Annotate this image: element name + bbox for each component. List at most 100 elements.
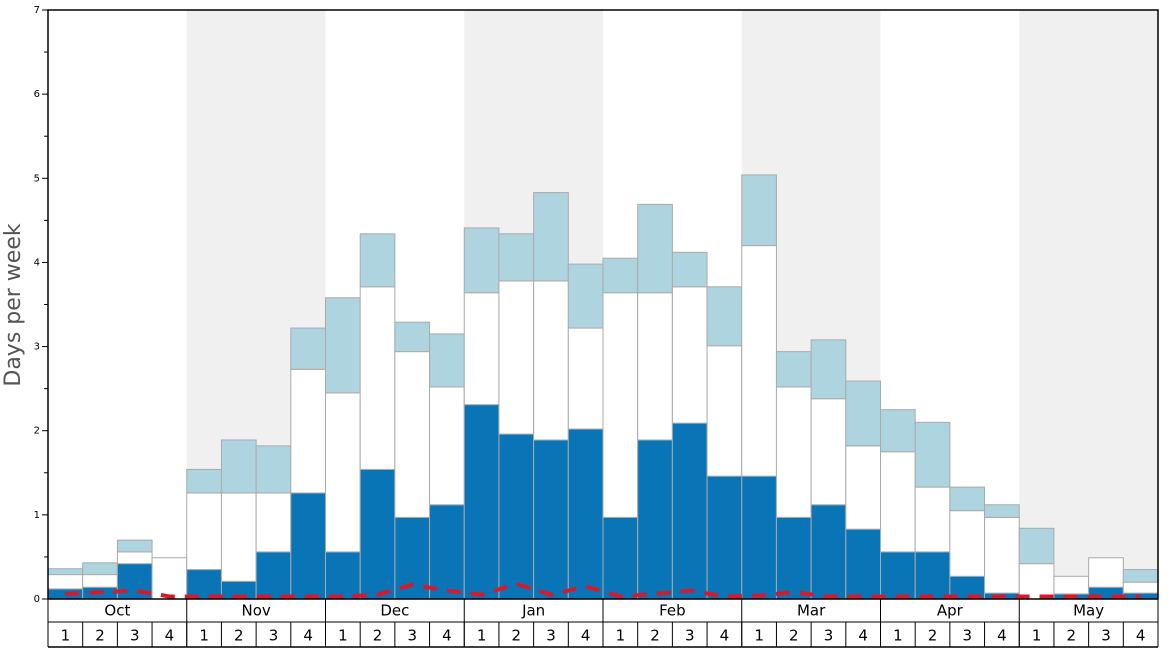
bar-segment — [1018, 563, 1055, 600]
bar-segment — [984, 504, 1020, 518]
bar-segment — [775, 351, 812, 388]
bar-segment — [463, 404, 500, 600]
x-tick-label: 4 — [303, 627, 313, 645]
bar-segment — [706, 475, 743, 600]
bar-segment — [116, 551, 153, 565]
y-tick-label: 2 — [34, 426, 40, 437]
bar-segment — [637, 203, 673, 294]
y-tick-label: 5 — [34, 173, 40, 184]
bar-segment — [810, 504, 847, 600]
y-tick-label: 6 — [34, 89, 40, 100]
bar-segment — [914, 486, 951, 553]
bar-segment — [533, 280, 569, 441]
x-tick-label: 1 — [61, 627, 71, 645]
x-tick-label: 3 — [269, 627, 279, 645]
bar-segment — [602, 516, 639, 600]
x-tick-label: 2 — [789, 627, 799, 645]
month-label: Oct — [104, 602, 130, 620]
x-tick-label: 3 — [824, 627, 834, 645]
x-tick-label: 1 — [199, 627, 209, 645]
x-tick-label: 3 — [130, 627, 140, 645]
bar-segment — [47, 574, 84, 590]
x-tick-label: 1 — [754, 627, 764, 645]
bar-segment — [671, 422, 708, 600]
bar-segment — [602, 292, 639, 518]
bar-segment — [810, 339, 847, 400]
bar-segment — [880, 551, 916, 600]
bar-segment — [359, 233, 396, 288]
bar-segment — [671, 286, 708, 424]
bar-segment — [984, 516, 1020, 594]
month-label: Feb — [659, 602, 686, 620]
bar-segment — [880, 451, 916, 553]
y-tick-label: 3 — [34, 342, 40, 353]
bar-segment — [325, 551, 361, 600]
bar-segment — [775, 516, 812, 600]
bar-segment — [220, 492, 257, 582]
bar-segment — [602, 257, 639, 294]
bar-segment — [637, 292, 673, 441]
bar-segment — [1088, 557, 1124, 588]
trend-line — [65, 581, 1141, 599]
bar-segment — [949, 510, 986, 577]
bar-segment — [845, 445, 881, 530]
bar-segment — [1018, 527, 1055, 565]
bar-segment — [671, 251, 708, 288]
x-tick-label: 1 — [338, 627, 348, 645]
bar-segment — [290, 492, 326, 600]
x-tick-label: 4 — [442, 627, 452, 645]
bar-segment — [82, 562, 118, 576]
bar-segment — [498, 280, 535, 435]
x-tick-label: 4 — [581, 627, 591, 645]
bar-segment — [845, 528, 881, 600]
x-tick-label: 3 — [407, 627, 417, 645]
x-tick-label: 1 — [477, 627, 487, 645]
bar-segment — [914, 421, 951, 488]
x-tick-label: 3 — [685, 627, 695, 645]
x-tick-label: 2 — [234, 627, 244, 645]
bar-segment — [1053, 575, 1090, 595]
month-label: Apr — [937, 602, 964, 620]
x-tick-label: 2 — [650, 627, 660, 645]
bar-segment — [706, 345, 743, 477]
bar-segment — [1122, 581, 1159, 594]
x-tick-label: 2 — [95, 627, 105, 645]
month-label: Jan — [521, 602, 545, 620]
month-label: Dec — [380, 602, 409, 620]
bar-segment — [394, 351, 431, 518]
x-tick-label: 4 — [165, 627, 175, 645]
bar-segment — [533, 192, 569, 282]
y-axis-label: Days per week — [1, 223, 26, 386]
x-tick-label: 3 — [546, 627, 556, 645]
x-tick-label: 1 — [893, 627, 903, 645]
bar-segment — [741, 174, 777, 247]
x-tick-label: 4 — [1136, 627, 1146, 645]
bar-segment — [775, 386, 812, 518]
bar-segment — [498, 433, 535, 600]
bar-segment — [706, 286, 743, 347]
month-label: Nov — [241, 602, 270, 620]
y-tick-label: 1 — [34, 510, 40, 521]
y-tick-label: 4 — [34, 257, 40, 268]
bar-segment — [567, 428, 604, 600]
bar-segment — [1122, 569, 1159, 583]
bar-segment — [810, 398, 847, 506]
bar-segment — [151, 557, 188, 600]
bar-segment — [498, 233, 535, 282]
bar-segment — [463, 227, 500, 294]
bar-segment — [186, 492, 222, 571]
bar-segment — [741, 245, 777, 477]
x-tick-label: 4 — [997, 627, 1007, 645]
x-tick-label: 2 — [512, 627, 522, 645]
x-tick-label: 2 — [928, 627, 938, 645]
bar-segment — [290, 327, 326, 370]
bar-segment — [359, 286, 396, 470]
bar-segment — [325, 392, 361, 553]
x-tick-label: 4 — [720, 627, 730, 645]
bar-segment — [463, 292, 500, 406]
month-band — [1019, 10, 1158, 599]
bar-segment — [220, 439, 257, 494]
bar-segment — [116, 539, 153, 553]
month-label: Mar — [797, 602, 826, 620]
